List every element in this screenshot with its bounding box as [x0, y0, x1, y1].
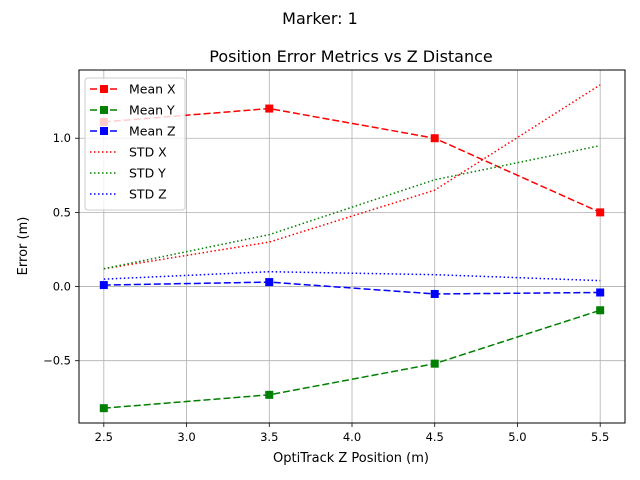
- x-axis: 2.5 3.0 3.5 4.0 4.5 5.0 5.5: [95, 423, 609, 444]
- legend-marker-mean-z: [100, 127, 108, 135]
- legend-label-mean-y: Mean Y: [129, 103, 175, 118]
- legend-label-std-x: STD X: [129, 145, 167, 160]
- y-tick-label: 1.0: [53, 131, 71, 145]
- data-point-mean-x: [265, 104, 274, 113]
- data-point-mean-y: [99, 404, 108, 413]
- y-tick-label: 0.5: [53, 205, 71, 219]
- data-point-mean-z: [99, 281, 108, 290]
- y-axis: −0.5 0.0 0.5 1.0: [43, 131, 79, 368]
- series-line-mean-x: [103, 107, 601, 214]
- x-tick-label: 3.5: [260, 430, 278, 444]
- series-line-std-y: [103, 144, 601, 270]
- x-tick-label: 4.0: [343, 430, 361, 444]
- data-point-mean-x: [430, 134, 439, 143]
- data-point-mean-z: [596, 288, 605, 297]
- legend-marker-mean-y: [100, 106, 108, 114]
- legend-label-mean-x: Mean X: [129, 82, 176, 97]
- series-line-mean-z: [103, 281, 601, 295]
- data-point-mean-y: [265, 390, 274, 399]
- data-point-mean-x: [596, 208, 605, 217]
- data-point-mean-y: [596, 306, 605, 315]
- legend-box: [84, 77, 186, 211]
- figure-suptitle: Marker: 1: [282, 9, 358, 28]
- series-line-mean-y: [103, 309, 601, 409]
- y-tick-label: 0.0: [53, 280, 71, 294]
- x-tick-label: 5.0: [508, 430, 526, 444]
- x-tick-label: 4.5: [426, 430, 444, 444]
- x-tick-label: 3.0: [177, 430, 195, 444]
- data-point-mean-z: [430, 289, 439, 298]
- series-lines: [99, 84, 605, 413]
- legend: Mean X Mean Y Mean Z STD X STD Y STD Z: [84, 77, 186, 211]
- x-tick-label: 5.5: [591, 430, 609, 444]
- x-axis-label: OptiTrack Z Position (m): [273, 451, 429, 466]
- x-tick-label: 2.5: [95, 430, 113, 444]
- data-point-mean-y: [430, 359, 439, 368]
- y-tick-label: −0.5: [43, 354, 71, 368]
- series-line-std-z: [103, 270, 601, 282]
- legend-label-std-y: STD Y: [129, 166, 166, 181]
- data-point-mean-z: [265, 278, 274, 287]
- legend-marker-mean-x: [100, 85, 108, 93]
- chart-title: Position Error Metrics vs Z Distance: [209, 47, 493, 66]
- legend-label-std-z: STD Z: [129, 187, 167, 202]
- legend-label-mean-z: Mean Z: [129, 124, 176, 139]
- y-axis-label: Error (m): [16, 217, 31, 276]
